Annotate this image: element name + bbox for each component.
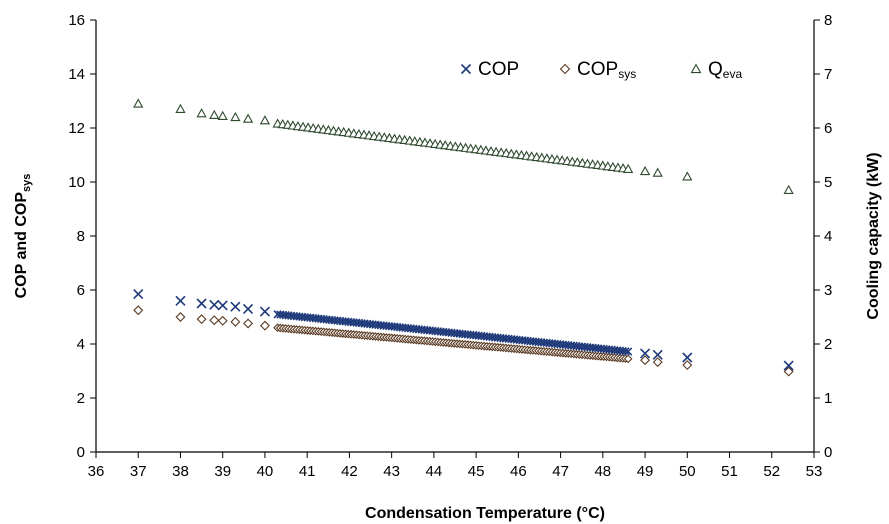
series-qeva bbox=[133, 98, 794, 195]
y-left-tick-label: 2 bbox=[77, 390, 85, 407]
legend-label: COPsys bbox=[577, 59, 636, 81]
y-axis-left-title: COP and COPsys bbox=[13, 174, 33, 299]
x-tick-label: 36 bbox=[88, 463, 105, 480]
x-tick-label: 44 bbox=[426, 463, 443, 480]
y-left-tick-label: 6 bbox=[77, 282, 85, 299]
cop-point bbox=[242, 303, 254, 314]
qeva-point bbox=[230, 111, 241, 122]
cop-sys-point bbox=[175, 312, 186, 322]
cop-point bbox=[175, 295, 186, 306]
cop-sys-point bbox=[623, 354, 633, 364]
cop-point bbox=[783, 360, 794, 371]
y-right-tick-label: 0 bbox=[824, 444, 832, 461]
x-tick-label: 53 bbox=[806, 463, 823, 480]
cop-sys-point bbox=[783, 366, 794, 377]
x-tick-label: 39 bbox=[214, 463, 231, 480]
y-right-tick-label: 3 bbox=[824, 282, 832, 299]
cop-point bbox=[133, 288, 144, 300]
cop-point bbox=[621, 347, 630, 356]
axes: 36 37 38 39 40 41 42 43 44 45 46 47 48 49 50 51 52 530246… bbox=[68, 12, 832, 480]
axis-titles: Condensation Temperature (°C) COP and COP… bbox=[13, 152, 882, 522]
cop-sys-point bbox=[217, 315, 228, 326]
cop-sys-point bbox=[682, 360, 693, 371]
cop-point bbox=[652, 349, 663, 360]
qeva-point bbox=[196, 108, 207, 118]
legend-marker bbox=[559, 63, 571, 75]
legend-label: Qeva bbox=[708, 59, 742, 81]
qeva-point bbox=[175, 103, 186, 114]
cop-sys-point bbox=[640, 355, 651, 366]
cop-sys-point bbox=[230, 316, 241, 327]
x-tick-label: 50 bbox=[679, 463, 696, 480]
qeva-point bbox=[259, 115, 271, 125]
y-left-tick-label: 8 bbox=[77, 228, 85, 245]
y-right-tick-label: 7 bbox=[824, 66, 832, 83]
y-right-tick-label: 2 bbox=[824, 336, 832, 353]
cop-sys-point bbox=[259, 320, 270, 331]
x-tick-label: 47 bbox=[552, 463, 569, 480]
qeva-point bbox=[639, 165, 651, 176]
x-tick-label: 43 bbox=[383, 463, 400, 480]
cop-point bbox=[217, 300, 228, 311]
x-tick-label: 38 bbox=[172, 463, 189, 480]
x-tick-label: 51 bbox=[721, 463, 738, 480]
y-left-tick-label: 12 bbox=[68, 120, 85, 137]
series-cop-sys bbox=[133, 305, 794, 377]
legend-marker bbox=[460, 63, 472, 75]
series-cop bbox=[133, 288, 794, 371]
y-left-tick-label: 10 bbox=[68, 174, 85, 191]
y-right-tick-label: 8 bbox=[824, 12, 832, 29]
cop-sys-point bbox=[243, 318, 254, 329]
cop-point bbox=[682, 352, 693, 363]
cop-sys-point bbox=[652, 357, 663, 368]
x-tick-label: 41 bbox=[299, 463, 316, 480]
qeva-point bbox=[682, 171, 693, 181]
cop-point bbox=[259, 306, 271, 317]
qeva-point bbox=[623, 163, 634, 173]
x-tick-label: 37 bbox=[130, 463, 147, 480]
x-tick-label: 48 bbox=[594, 463, 611, 480]
x-tick-label: 52 bbox=[763, 463, 780, 480]
x-tick-label: 42 bbox=[341, 463, 358, 480]
y-right-tick-label: 1 bbox=[824, 390, 832, 407]
x-tick-label: 45 bbox=[468, 463, 485, 480]
x-tick-label: 46 bbox=[510, 463, 527, 480]
qeva-point bbox=[209, 109, 220, 119]
x-tick-label: 40 bbox=[257, 463, 274, 480]
y-axis-right-title: Cooling capacity (kW) bbox=[865, 152, 882, 319]
qeva-point bbox=[133, 98, 144, 108]
cop-sys-point bbox=[133, 305, 144, 316]
cop-point bbox=[209, 299, 220, 310]
cop-point bbox=[639, 348, 651, 359]
cop-sys-point bbox=[209, 315, 220, 326]
y-right-tick-label: 5 bbox=[824, 174, 832, 191]
y-right-tick-label: 6 bbox=[824, 120, 832, 137]
x-axis-title: Condensation Temperature (°C) bbox=[365, 505, 605, 522]
y-left-tick-label: 4 bbox=[77, 336, 85, 353]
legend: COP COPsys Qeva bbox=[460, 59, 742, 81]
legend-marker bbox=[690, 63, 702, 74]
y-right-tick-label: 4 bbox=[824, 228, 832, 245]
cop-point bbox=[230, 301, 241, 312]
legend-label: COP bbox=[478, 59, 519, 80]
qeva-point bbox=[783, 184, 794, 195]
y-left-tick-label: 16 bbox=[68, 12, 85, 29]
x-tick-label: 49 bbox=[637, 463, 654, 480]
cop-point bbox=[196, 298, 207, 309]
qeva-point bbox=[242, 113, 254, 123]
y-left-tick-label: 14 bbox=[68, 66, 85, 83]
cop-point bbox=[623, 347, 633, 356]
qeva-point bbox=[217, 110, 228, 121]
cop-sys-point bbox=[196, 314, 207, 325]
y-left-tick-label: 0 bbox=[77, 444, 85, 461]
qeva-point bbox=[652, 167, 663, 177]
